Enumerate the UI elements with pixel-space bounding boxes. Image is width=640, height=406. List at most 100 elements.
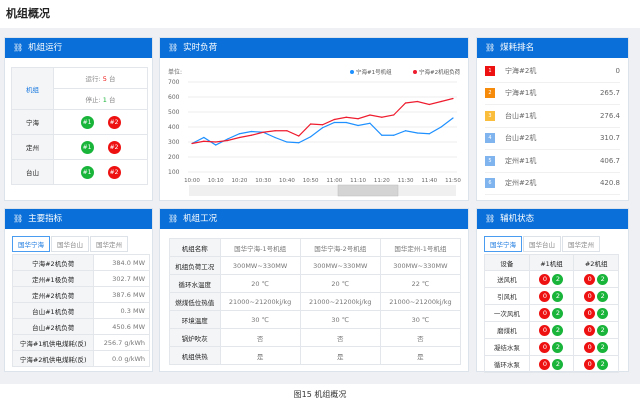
zoom-slider-handle[interactable] (337, 184, 399, 197)
condition-value: 300MW~330MW (379, 256, 462, 275)
unit-2-status[interactable]: #2 (107, 165, 121, 179)
unit-status: #1 #2 (53, 109, 148, 135)
column-header: #1机组 (528, 254, 575, 271)
stopped-count-badge: 0 (539, 341, 551, 353)
indicators-panel: ⛓ 主要指标 国华宁海 国华台山 国华定州 宁海#2机负荷 384.0 MW 定州#1极负… (4, 208, 153, 372)
stopped-count-badge: 0 (584, 358, 596, 370)
stopped-count-badge: 0 (584, 341, 596, 353)
unit-row: 宁海 #1 #2 (11, 109, 148, 135)
data-point (440, 100, 442, 103)
condition-value: 22 ℃ (379, 274, 462, 293)
tab-1[interactable]: 国华台山 (523, 236, 561, 252)
column-header: 设备 (484, 254, 530, 271)
condition-row: 循环水温度 20 ℃ 20 ℃ 22 ℃ (169, 274, 462, 293)
unit-status: #1 #2 (53, 134, 148, 160)
data-point (393, 114, 395, 116)
panel-title: 机组运行 (28, 43, 63, 53)
rank-badge: 6 (485, 178, 495, 189)
indicator-label: 宁海#1机供电煤耗(反) (11, 334, 95, 351)
x-tick-label: 10:50 (303, 178, 319, 184)
tab-0[interactable]: 国华宁海 (484, 236, 522, 252)
data-point (440, 126, 442, 128)
data-point (345, 121, 347, 124)
data-point (286, 141, 288, 143)
unit-2-status[interactable]: #2 (107, 115, 121, 129)
indicator-label: 台山#2机负荷 (11, 318, 95, 335)
legend-marker (413, 70, 417, 74)
unit-run-panel: ⛓ 机组运行 机组 运行: 5 台 停止: 1 台 宁海 #1 #2 定州 #1 #2 台山 #… (4, 37, 153, 201)
tab-2[interactable]: 国华定州 (90, 236, 128, 252)
data-point (262, 131, 264, 133)
data-point (286, 130, 288, 132)
figure-caption: 图15 机组概况 (293, 390, 347, 399)
data-point (321, 127, 324, 129)
condition-label: 机组供热 (169, 346, 221, 365)
aux-row: 一次风机 0 2 0 2 (484, 304, 619, 322)
running-count-badge: 2 (552, 307, 564, 319)
coal-value: 310.7 (599, 134, 620, 143)
condition-row: 机组供热是是是 (169, 346, 462, 365)
unit-status: #1 #2 (53, 159, 148, 185)
data-point (333, 118, 335, 121)
indicator-value: 0.0 g/kWh (93, 350, 150, 367)
indicator-row: 台山#1机负荷 0.3 MW (11, 302, 150, 319)
unit-2-status[interactable]: #2 (107, 140, 121, 154)
running-count-badge: 2 (552, 273, 564, 285)
data-point (381, 116, 383, 118)
x-tick-label: 10:10 (208, 178, 224, 184)
aux-row: 凝结水泵 0 2 0 2 (484, 338, 619, 356)
tab-2[interactable]: 国华定州 (562, 236, 600, 252)
stopped-count-badge: 0 (539, 290, 551, 302)
panel-header: ⛓ 实时负荷 (160, 38, 468, 58)
rank-badge: 2 (485, 88, 495, 99)
running-count: 运行: 5 台 (53, 67, 148, 89)
indicator-label: 台山#1机负荷 (11, 302, 95, 319)
indicator-label: 宁海#2机负荷 (11, 254, 95, 271)
panel-header: ⛓ 机组运行 (5, 38, 152, 58)
data-point (452, 97, 454, 100)
condition-value: 20 ℃ (299, 274, 381, 293)
condition-value: 30 ℃ (299, 310, 381, 329)
condition-value: 是 (299, 346, 381, 365)
condition-value: 是 (219, 346, 301, 365)
data-point (369, 122, 371, 124)
aux-row: 循环水泵 0 2 0 2 (484, 355, 619, 373)
stopped-count-badge: 0 (584, 324, 596, 336)
panel-title: 煤耗排名 (500, 43, 535, 53)
condition-value: 否 (379, 328, 462, 347)
condition-value: 否 (219, 328, 301, 347)
y-tick-label: 400 (168, 124, 180, 131)
running-count-badge: 2 (597, 341, 609, 353)
data-point (381, 134, 383, 136)
condition-value: 国华定州-1号机组 (379, 238, 462, 257)
coal-value: 420.8 (599, 179, 620, 188)
running-count-badge: 2 (552, 290, 564, 302)
equipment-name: 磨煤机 (484, 321, 530, 339)
indicator-row: 定州#1极负荷 302.7 MW (11, 270, 150, 287)
indicator-value: 0.3 MW (93, 302, 150, 319)
data-point (250, 134, 252, 136)
panel-icon: ⛓ (485, 43, 496, 52)
unit-1-status[interactable]: #1 (80, 140, 94, 154)
panel-title: 辅机状态 (500, 214, 535, 224)
zoom-slider-track[interactable] (189, 185, 456, 196)
x-tick-label: 11:50 (445, 178, 461, 184)
running-count-badge: 2 (597, 290, 609, 302)
series-line-1 (191, 97, 454, 145)
tab-1[interactable]: 国华台山 (51, 236, 89, 252)
condition-label: 循环水温度 (169, 274, 221, 293)
tab-0[interactable]: 国华宁海 (12, 236, 50, 252)
unit-1-status[interactable]: #1 (80, 115, 94, 129)
x-tick-label: 11:40 (421, 178, 437, 184)
condition-label: 锅炉吹灰 (169, 328, 221, 347)
panel-title: 实时负荷 (183, 43, 218, 53)
unit-1-status[interactable]: #1 (80, 165, 94, 179)
realtime-load-chart: 单位: 100 200 300 400 500 600 700 10:00 10:10 10:20 1… (168, 68, 461, 197)
x-tick-label: 10:00 (184, 178, 200, 184)
condition-value: 国华宁海-2号机组 (299, 238, 381, 257)
indicator-value: 384.0 MW (93, 254, 150, 271)
